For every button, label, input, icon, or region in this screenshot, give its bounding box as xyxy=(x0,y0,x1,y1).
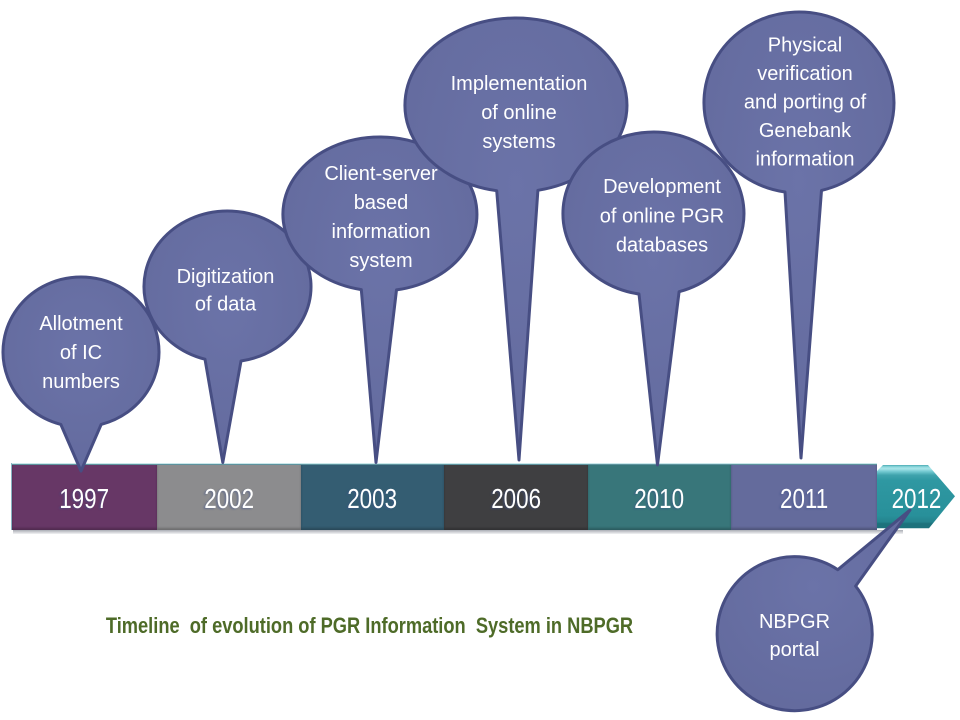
svg-text:Client-server: Client-server xyxy=(324,163,438,185)
svg-text:Physical: Physical xyxy=(768,35,842,57)
svg-text:verification: verification xyxy=(757,63,853,85)
svg-text:based: based xyxy=(354,192,409,214)
svg-text:system: system xyxy=(349,250,412,272)
svg-text:of online: of online xyxy=(481,102,557,124)
svg-text:Genebank: Genebank xyxy=(759,120,852,142)
svg-text:of online PGR: of online PGR xyxy=(600,206,725,228)
svg-text:Digitization: Digitization xyxy=(177,266,275,288)
svg-text:systems: systems xyxy=(482,131,555,153)
svg-text:Development: Development xyxy=(603,176,721,198)
svg-text:information: information xyxy=(756,149,855,171)
svg-text:NBPGR: NBPGR xyxy=(759,611,830,633)
svg-text:Allotment: Allotment xyxy=(39,313,123,335)
svg-text:of data: of data xyxy=(195,294,257,316)
svg-text:portal: portal xyxy=(769,639,819,661)
svg-text:databases: databases xyxy=(616,235,708,257)
svg-text:numbers: numbers xyxy=(42,371,120,393)
svg-text:2012: 2012 xyxy=(892,484,942,515)
svg-text:and porting of: and porting of xyxy=(744,92,867,114)
svg-text:Implementation: Implementation xyxy=(451,73,588,95)
svg-text:of IC: of IC xyxy=(60,342,102,364)
svg-text:information: information xyxy=(332,221,431,243)
